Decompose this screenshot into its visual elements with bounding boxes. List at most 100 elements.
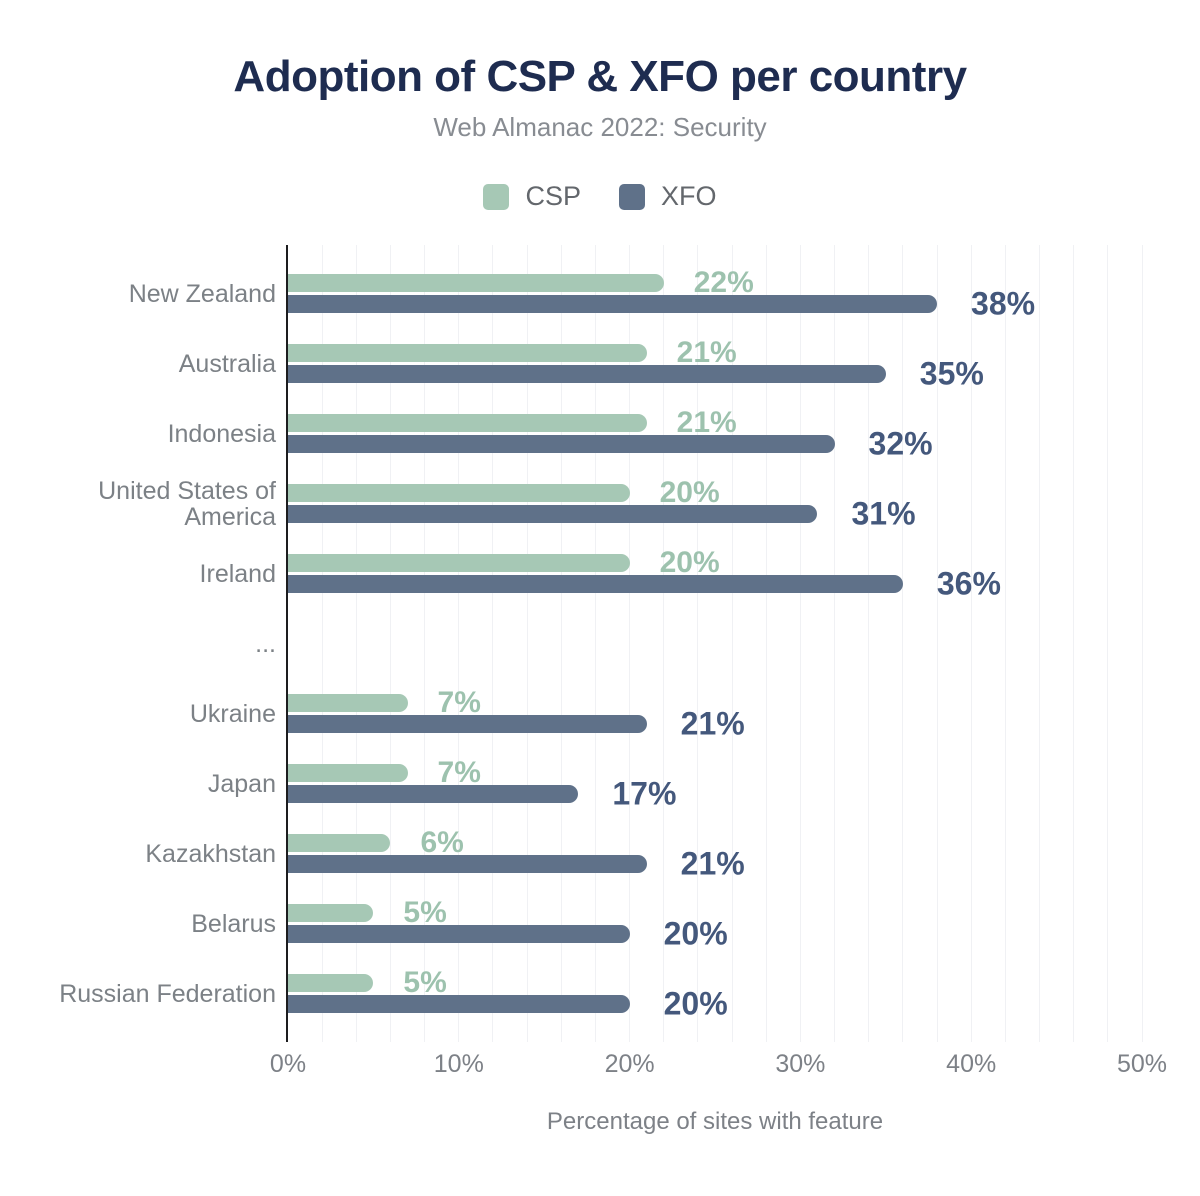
csp-bar (288, 414, 647, 432)
gridline (321, 245, 323, 1042)
xfo-value-label: 21% (680, 845, 745, 882)
gridline (868, 245, 870, 1042)
chart-title: Adoption of CSP & XFO per country (233, 52, 967, 101)
xfo-value-label: 17% (612, 775, 677, 812)
x-tick-label: 40% (946, 1050, 997, 1078)
row-united-states-of-america: United States of America 20% 31% (98, 476, 1142, 532)
legend-label-xfo: XFO (661, 181, 717, 211)
country-label: Australia (178, 349, 276, 378)
row-ireland: Ireland 20% 36% (200, 546, 1142, 602)
gridline (629, 245, 631, 1042)
x-tick-label: 20% (604, 1050, 655, 1078)
xfo-bar (288, 925, 630, 943)
x-tick-label: 10% (433, 1050, 484, 1078)
csp-bar (288, 694, 408, 712)
xfo-bar (288, 575, 903, 593)
xfo-bar (288, 435, 835, 453)
country-label: United States of America (98, 476, 276, 531)
legend-item-xfo: XFO (619, 181, 717, 212)
gridline (663, 245, 665, 1042)
gridline (799, 245, 801, 1042)
gridline (1073, 245, 1075, 1042)
xfo-bar (288, 365, 886, 383)
country-label: ... (255, 629, 276, 658)
csp-bar (288, 904, 374, 922)
gridline (424, 245, 426, 1042)
legend-item-csp: CSP (483, 181, 581, 212)
csp-value-label: 5% (403, 896, 447, 929)
xfo-value-label: 36% (936, 565, 1001, 602)
csp-value-label: 7% (437, 756, 481, 789)
gridline (1004, 245, 1006, 1042)
csp-bar (288, 484, 630, 502)
csp-bar (288, 974, 374, 992)
x-tick-label: 30% (775, 1050, 826, 1078)
xfo-value-label: 35% (919, 355, 984, 392)
csp-value-label: 6% (420, 826, 464, 859)
csp-value-label: 7% (437, 686, 481, 719)
xfo-bar (288, 995, 630, 1013)
xfo-bar (288, 785, 579, 803)
plot-area: New Zealand 22% 38% Australia 21% 35% Indonesi… (59, 245, 1167, 1078)
csp-bar (288, 764, 408, 782)
xfo-value-label: 31% (851, 495, 916, 532)
row-indonesia: Indonesia 21% 32% (168, 406, 1142, 462)
xfo-bar (288, 715, 647, 733)
row-belarus: Belarus 5% 20% (191, 896, 1142, 952)
xfo-value-label: 21% (680, 705, 745, 742)
gridline (389, 245, 391, 1042)
gridline (697, 245, 699, 1042)
row-russian-federation: Russian Federation 5% 20% (59, 966, 1142, 1022)
row-australia: Australia 21% 35% (179, 336, 1142, 392)
country-label: Ireland (199, 559, 276, 588)
xfo-value-label: 20% (663, 915, 728, 952)
gridline (936, 245, 938, 1042)
csp-value-label: 20% (659, 476, 720, 509)
xfo-bar (288, 855, 647, 873)
gridline (355, 245, 357, 1042)
csp-value-label: 21% (676, 406, 737, 439)
country-label: Japan (207, 769, 276, 798)
legend: CSP XFO (0, 181, 1200, 212)
csp-bar (288, 274, 664, 292)
country-label: Kazakhstan (145, 839, 276, 868)
xfo-value-label: 38% (971, 285, 1036, 322)
xfo-bar (288, 295, 938, 313)
row-kazakhstan: Kazakhstan 6% 21% (145, 826, 1142, 882)
country-label: Ukraine (189, 699, 276, 728)
gridline (560, 245, 562, 1042)
gridline (1039, 245, 1041, 1042)
csp-value-label: 22% (693, 266, 754, 299)
gridline (765, 245, 767, 1042)
country-label: New Zealand (128, 279, 276, 308)
gridline (458, 245, 460, 1042)
gridline (834, 245, 836, 1042)
country-label: Indonesia (167, 419, 276, 448)
csp-bar (288, 834, 391, 852)
row-new-zealand: New Zealand 22% 38% (129, 266, 1142, 322)
x-axis-label: Percentage of sites with feature (546, 1108, 884, 1135)
gridline (1141, 245, 1143, 1042)
gridline (970, 245, 972, 1042)
csp-bar (288, 344, 647, 362)
gridline (1107, 245, 1109, 1042)
gridline (526, 245, 528, 1042)
row-ukraine: Ukraine 7% 21% (190, 686, 1142, 742)
xfo-value-label: 20% (663, 985, 728, 1022)
gridline (731, 245, 733, 1042)
y-axis-line (286, 245, 288, 1042)
csp-value-label: 21% (676, 336, 737, 369)
row-japan: Japan 7% 17% (208, 756, 1142, 812)
legend-label-csp: CSP (525, 181, 581, 211)
legend-swatch-xfo (619, 183, 645, 210)
row-ellipsis: ... (255, 624, 1142, 663)
csp-value-label: 5% (403, 966, 447, 999)
gridline (902, 245, 904, 1042)
chart-subtitle: Web Almanac 2022: Security (433, 112, 767, 142)
country-label: Belarus (191, 909, 276, 938)
country-label: Russian Federation (59, 979, 276, 1008)
xfo-bar (288, 505, 818, 523)
x-tick-label: 50% (1116, 1050, 1168, 1078)
xfo-value-label: 32% (868, 425, 933, 462)
